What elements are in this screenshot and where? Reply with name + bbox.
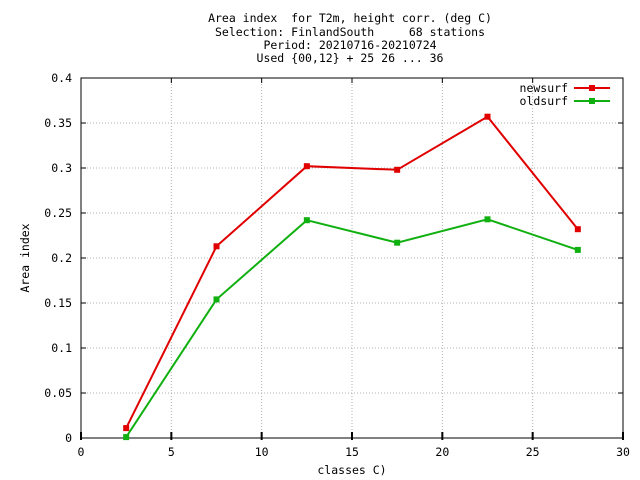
data-point-oldsurf bbox=[574, 246, 581, 253]
y-tick-label: 0.2 bbox=[51, 251, 72, 265]
y-axis-label: Area index bbox=[18, 223, 32, 292]
series-line-oldsurf bbox=[125, 218, 579, 438]
data-point-oldsurf bbox=[394, 239, 401, 246]
axis-ticks: 0 5 10 15 20 25 30 0 0.05 0.1 0.15 0.2 0.25 0.3 0.35 0.… bbox=[44, 71, 630, 459]
data-point-newsurf bbox=[303, 163, 310, 170]
series-line-newsurf bbox=[125, 115, 579, 429]
legend-marker-oldsurf bbox=[589, 98, 595, 104]
x-tick-label: 10 bbox=[255, 445, 269, 459]
y-tick-label: 0.1 bbox=[51, 341, 72, 355]
y-tick-label: 0 bbox=[65, 431, 72, 445]
y-tick-label: 0.15 bbox=[44, 296, 72, 310]
series-group bbox=[123, 113, 581, 441]
data-point-oldsurf bbox=[123, 434, 130, 441]
data-point-oldsurf bbox=[213, 296, 220, 303]
y-tick-label: 0.05 bbox=[44, 386, 72, 400]
x-tick-label: 5 bbox=[168, 445, 175, 459]
x-tick-label: 15 bbox=[345, 445, 359, 459]
y-tick-label: 0.3 bbox=[51, 161, 72, 175]
y-tick-label: 0.4 bbox=[51, 71, 72, 85]
data-point-oldsurf bbox=[303, 217, 310, 224]
title-line-3: Period: 20210716-20210724 bbox=[263, 38, 437, 52]
legend-label-newsurf: newsurf bbox=[520, 81, 568, 95]
legend-marker-newsurf bbox=[589, 85, 595, 91]
y-tick-label: 0.25 bbox=[44, 206, 72, 220]
legend-label-oldsurf: oldsurf bbox=[520, 94, 568, 108]
title-line-1: Area index for T2m, height corr. (deg C) bbox=[208, 11, 492, 25]
title-line-2: Selection: FinlandSouth 68 stations bbox=[214, 25, 486, 39]
x-tick-label: 30 bbox=[616, 445, 630, 459]
x-tick-label: 25 bbox=[526, 445, 540, 459]
series-oldsurf bbox=[123, 216, 581, 441]
x-axis-label: classes C) bbox=[317, 463, 386, 477]
data-point-newsurf bbox=[574, 226, 581, 233]
data-point-newsurf bbox=[213, 243, 220, 250]
x-tick-label: 0 bbox=[78, 445, 85, 459]
data-point-newsurf bbox=[394, 166, 401, 173]
title-line-4: Used {00,12} + 25 26 ... 36 bbox=[256, 51, 444, 65]
grid bbox=[81, 78, 623, 438]
data-point-newsurf bbox=[123, 425, 130, 432]
series-newsurf bbox=[123, 113, 581, 432]
data-point-oldsurf bbox=[484, 216, 491, 223]
y-tick-label: 0.35 bbox=[44, 116, 72, 130]
x-tick-label: 20 bbox=[435, 445, 449, 459]
data-point-newsurf bbox=[484, 113, 491, 120]
